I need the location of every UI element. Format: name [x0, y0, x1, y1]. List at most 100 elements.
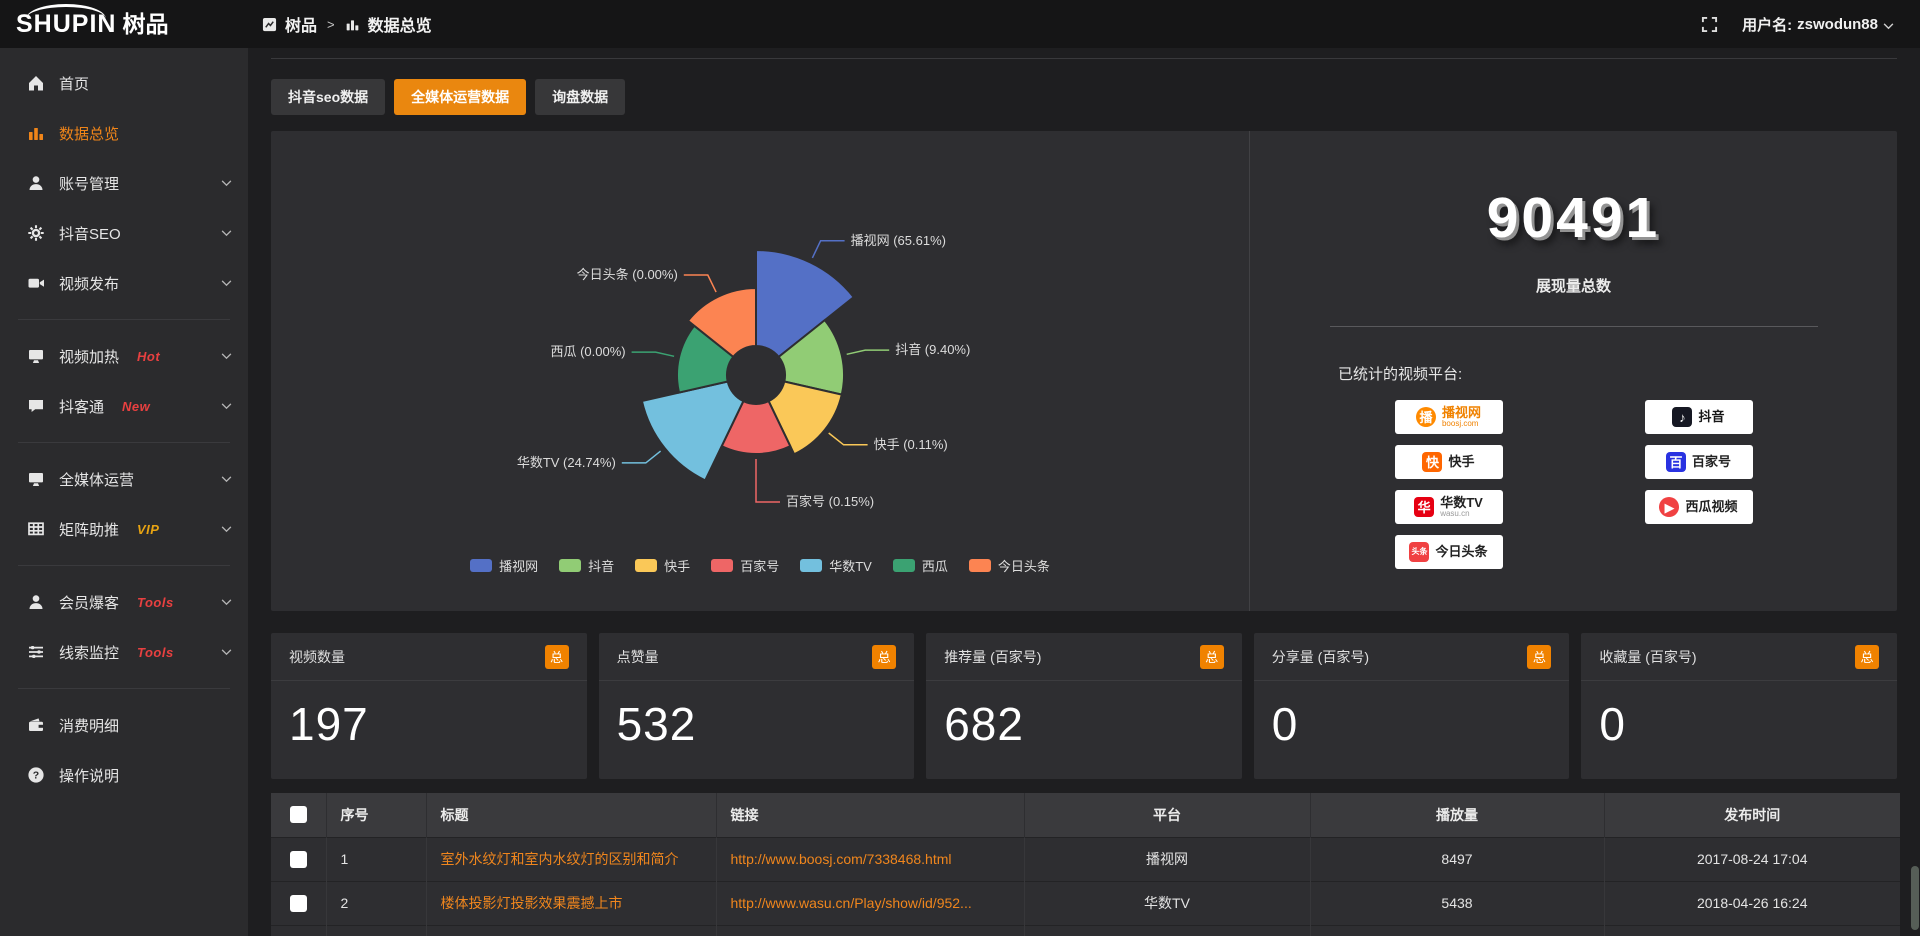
video-title-link[interactable]: 室外水纹灯和室内水纹灯的区别和简介 — [440, 851, 679, 867]
sidebar-group-divider — [18, 688, 230, 689]
total-badge: 总 — [544, 644, 569, 669]
legend-label: 西瓜 — [921, 559, 948, 574]
sidebar-item-data-overview[interactable]: 数据总览 — [0, 108, 248, 158]
table-row — [271, 924, 1900, 936]
stat-card-title: 分享量 (百家号) — [1271, 648, 1369, 665]
pie-slice-播视网[interactable] — [755, 248, 856, 359]
sidebar-item-label: 消费明细 — [59, 717, 120, 735]
stat-card-value: 197 — [289, 698, 369, 750]
chevron-down-icon — [221, 279, 232, 287]
platform-badge-toutiao: 头条 今日头条 — [1394, 535, 1503, 569]
topbar: SHUPIN 树品 树品 > 数据总览 用户名: zswodun88 — [0, 0, 1920, 48]
pie-slice-今日头条[interactable] — [686, 286, 757, 359]
legend-item-快手[interactable]: 快手 — [635, 556, 690, 575]
chevron-down-icon — [221, 475, 232, 483]
column-header-platform: 平台 — [1024, 793, 1311, 837]
column-header-title: 标题 — [426, 793, 717, 837]
platform-name: 华数TV — [1440, 494, 1483, 510]
tab-douyin-seo-data[interactable]: 抖音seo数据 — [271, 79, 386, 115]
cell-index: 1 — [326, 836, 427, 881]
sidebar-item-video-boost[interactable]: 视频加热 Hot — [0, 331, 248, 381]
sidebar-item-label: 线索监控 — [59, 644, 120, 662]
pie-label-line-西瓜 — [631, 351, 675, 358]
sidebar-item-douketong[interactable]: 抖客通 New — [0, 381, 248, 431]
platform-badge-baijiahao: 百百家号 — [1644, 445, 1753, 479]
platform-badge-xigua: ▶ 西瓜视频 — [1644, 490, 1753, 524]
select-all-checkbox[interactable] — [289, 806, 307, 824]
tab-omni-media-data[interactable]: 全媒体运营数据 — [394, 79, 527, 115]
pie-slice-华数TV[interactable] — [640, 380, 745, 482]
monitor-icon — [26, 347, 45, 365]
legend-item-播视网[interactable]: 播视网 — [470, 556, 538, 575]
sidebar-item-douyin-seo[interactable]: 抖音SEO — [0, 208, 248, 258]
pie-slice-快手[interactable] — [767, 380, 843, 456]
legend-item-百家号[interactable]: 百家号 — [711, 556, 779, 575]
sidebar-badge: New — [122, 398, 151, 414]
sidebar-item-home[interactable]: 首页 — [0, 58, 248, 108]
sidebar-item-account-manage[interactable]: 账号管理 — [0, 158, 248, 208]
logo: SHUPIN 树品 — [0, 3, 248, 37]
bar-chart-icon — [345, 17, 360, 32]
sidebar: 首页 数据总览 账号管理 抖音SEO 视频发布 视频加热 Hot 抖客通 New 全媒体运营 矩阵助… — [0, 48, 248, 936]
sidebar-group-divider — [18, 442, 230, 443]
sidebar-item-omni-media[interactable]: 全媒体运营 — [0, 454, 248, 504]
user-menu[interactable]: 用户名: zswodun88 — [1742, 14, 1894, 35]
boosj-logo-icon: 播 — [1415, 407, 1436, 427]
breadcrumb-root[interactable]: 树品 — [285, 18, 318, 35]
stat-card-value: 0 — [1599, 698, 1626, 750]
legend-swatch — [711, 559, 734, 572]
cell-platform: 播视网 — [1024, 836, 1311, 881]
scrollbar[interactable] — [1910, 48, 1919, 936]
video-icon — [26, 274, 45, 292]
fullscreen-icon[interactable] — [1701, 16, 1718, 33]
cell-checkbox — [271, 880, 327, 925]
legend-item-西瓜[interactable]: 西瓜 — [892, 556, 948, 575]
legend-item-华数TV[interactable]: 华数TV — [800, 556, 872, 575]
platform-badge-kuaishou: 快快手 — [1394, 445, 1503, 479]
cell-index — [326, 924, 427, 936]
row-checkbox[interactable] — [289, 850, 307, 868]
sidebar-item-video-publish[interactable]: 视频发布 — [0, 258, 248, 308]
legend-item-今日头条[interactable]: 今日头条 — [968, 556, 1050, 575]
cell-time: 2017-08-24 17:04 — [1604, 836, 1900, 881]
pie-chart[interactable]: 播视网 (65.61%) 抖音 (9.40%) 快手 (0.11%) 百家号 (0.1… — [271, 131, 1249, 611]
video-title-link[interactable]: 楼体投影灯投影效果震撼上市 — [440, 895, 623, 911]
pie-label-西瓜: 西瓜 (0.00%) — [550, 344, 625, 359]
stat-card-like-count: 点赞量 总 532 — [598, 633, 915, 779]
gear-icon — [26, 224, 45, 242]
sidebar-item-label: 数据总览 — [59, 125, 120, 143]
scrollbar-thumb[interactable] — [1911, 866, 1919, 930]
stat-card-title: 点赞量 — [616, 648, 659, 665]
stat-card-header: 分享量 (百家号) 总 — [1253, 633, 1570, 681]
chart-legend: 播视网 抖音 快手 百家号 华数TV 西瓜 今日头条 — [271, 556, 1249, 575]
legend-swatch — [968, 559, 991, 572]
video-url-link[interactable]: http://www.boosj.com/7338468.html — [730, 851, 952, 867]
chevron-down-icon — [221, 229, 232, 237]
pie-slice-抖音[interactable] — [777, 318, 845, 396]
platform-badge-text: 西瓜视频 — [1685, 500, 1737, 514]
legend-item-抖音[interactable]: 抖音 — [559, 556, 614, 575]
tab-inquiry-data[interactable]: 询盘数据 — [535, 79, 626, 115]
sidebar-item-operation-guide[interactable]: ? 操作说明 — [0, 750, 248, 800]
stat-card-header: 收藏量 (百家号) 总 — [1581, 633, 1897, 681]
user-icon — [26, 593, 45, 611]
sidebar-item-consume-detail[interactable]: 消费明细 — [0, 700, 248, 750]
pie-label-line-今日头条 — [683, 274, 717, 293]
cell-plays: 5438 — [1310, 880, 1605, 925]
video-url-link[interactable]: http://www.wasu.cn/Play/show/id/952... — [730, 895, 972, 911]
sidebar-item-label: 矩阵助推 — [59, 521, 120, 539]
platform-badge-text: 华数TV wasu.cn — [1440, 496, 1483, 518]
total-impressions-value: 90491 — [1486, 186, 1661, 250]
chat-icon — [26, 397, 45, 415]
summary-divider — [1329, 326, 1818, 327]
legend-swatch — [559, 559, 582, 572]
pie-slice-西瓜[interactable] — [676, 324, 735, 394]
sidebar-item-member-baoke[interactable]: 会员爆客 Tools — [0, 577, 248, 627]
pie-slice-百家号[interactable] — [720, 399, 792, 456]
sidebar-item-matrix-assist[interactable]: 矩阵助推 VIP — [0, 504, 248, 554]
stat-card-header: 视频数量 总 — [271, 633, 587, 681]
sidebar-item-lead-monitor[interactable]: 线索监控 Tools — [0, 627, 248, 677]
douyin-logo-icon: ♪ — [1672, 407, 1693, 427]
row-checkbox[interactable] — [289, 894, 307, 912]
sidebar-item-label: 账号管理 — [59, 175, 120, 193]
